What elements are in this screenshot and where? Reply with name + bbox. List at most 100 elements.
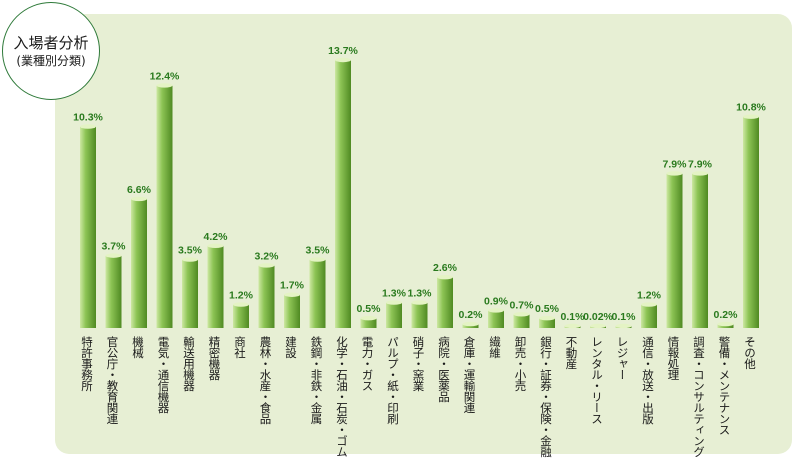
category-label-9: 鉄鋼・非鉄・金属 (310, 335, 324, 425)
value-label-14: 2.6% (433, 262, 458, 274)
value-label-0: 10.3% (73, 112, 103, 124)
category-label-2: 機械 (131, 335, 145, 359)
bar-cap-26 (743, 114, 759, 119)
value-label-16: 0.9% (484, 295, 509, 307)
bar-12 (386, 302, 402, 328)
value-label-13: 1.3% (408, 288, 433, 300)
bar-17 (513, 314, 530, 328)
value-label-12: 1.3% (382, 288, 407, 300)
bar-cap-4 (182, 257, 198, 262)
value-label-10: 13.7% (328, 45, 358, 57)
bar-cap-14 (437, 274, 453, 280)
value-label-2: 6.6% (127, 184, 152, 196)
category-label-8: 建設 (284, 335, 298, 358)
bar-cap-10 (335, 57, 351, 63)
category-label-22: 通信・放送・出版 (641, 336, 655, 425)
chart-subtitle: (業種別分類) (16, 54, 86, 68)
value-label-19: 0.1% (561, 311, 586, 323)
bar-cap-5 (207, 243, 224, 249)
category-label-14: 病院・医薬品 (437, 335, 451, 402)
category-label-20: レンタル・リース (590, 336, 604, 424)
bar-cap-24 (692, 171, 708, 176)
category-label-12: パルプ・紙・印刷 (386, 336, 400, 424)
category-label-19: 不動産 (565, 336, 579, 370)
category-label-1: 官公庁・教育関連 (106, 335, 120, 424)
category-label-26: その他 (743, 336, 757, 369)
bar-cap-9 (309, 257, 326, 262)
bar-4 (182, 259, 198, 328)
bar-cap-22 (641, 302, 657, 307)
value-label-18: 0.5% (535, 303, 560, 315)
value-label-6: 1.2% (229, 290, 254, 302)
value-label-24: 7.9% (688, 158, 713, 170)
category-label-25: 警備・メンテナンス (718, 335, 732, 435)
category-label-13: 硝子・窯業 (412, 336, 426, 391)
value-label-22: 1.2% (637, 290, 662, 302)
value-label-9: 3.5% (306, 245, 331, 257)
value-label-7: 3.2% (255, 250, 280, 262)
category-label-5: 精密機器 (208, 336, 222, 381)
bar-2 (131, 198, 147, 328)
bar-cap-25 (717, 321, 734, 327)
category-label-16: 繊維 (488, 336, 502, 358)
value-label-17: 0.7% (510, 299, 535, 311)
bar-cap-23 (666, 171, 683, 176)
category-label-15: 倉庫・運輸関連 (463, 335, 477, 413)
bar-0 (80, 126, 96, 328)
chart-title: 入場者分析 (13, 34, 89, 52)
value-label-11: 0.5% (357, 303, 382, 315)
bar-cap-8 (284, 292, 300, 297)
category-label-0: 特許事務所 (80, 335, 94, 392)
value-label-26: 10.8% (736, 102, 766, 114)
bar-cap-3 (156, 83, 173, 88)
bar-9 (309, 259, 326, 328)
category-label-24: 調査・コンサルティング (692, 335, 706, 457)
value-label-8: 1.7% (280, 280, 305, 292)
value-label-20: 0.02% (583, 311, 613, 323)
bar-cap-18 (539, 316, 555, 321)
bar-7 (258, 265, 275, 328)
bar-18 (539, 318, 555, 328)
bar-cap-1 (105, 253, 122, 258)
bar-cap-2 (131, 196, 147, 202)
bar-cap-19 (564, 323, 581, 329)
value-label-1: 3.7% (102, 241, 127, 253)
bar-24 (692, 173, 708, 328)
bar-cap-0 (80, 124, 96, 129)
bar-8 (284, 294, 300, 328)
category-label-6: 商社 (233, 335, 247, 359)
bar-10 (335, 60, 351, 328)
category-label-17: 卸売・小売 (514, 335, 528, 392)
category-label-10: 化学・石油・石炭・ゴム (335, 335, 349, 457)
bar-cap-16 (488, 308, 504, 313)
bar-cap-11 (360, 316, 377, 321)
bar-cap-7 (258, 263, 275, 268)
category-label-4: 輸送用機器 (182, 335, 196, 392)
category-label-7: 農林・水産・食品 (259, 335, 273, 424)
category-label-21: レジャー (616, 336, 630, 380)
bar-13 (411, 302, 428, 328)
bar-cap-17 (513, 312, 530, 317)
bar-6 (233, 304, 249, 328)
value-label-4: 3.5% (178, 245, 203, 257)
bar-cap-6 (233, 302, 249, 307)
value-label-3: 12.4% (150, 70, 180, 82)
bar-22 (641, 304, 657, 328)
bar-cap-13 (411, 300, 428, 305)
value-label-15: 0.2% (459, 309, 484, 321)
bar-5 (207, 245, 224, 328)
bar-1 (105, 255, 122, 328)
value-label-21: 0.1% (612, 311, 637, 323)
bar-cap-21 (615, 323, 632, 329)
category-label-18: 銀行・証券・保険・金融 (539, 335, 553, 458)
value-label-5: 4.2% (204, 231, 229, 243)
bar-26 (743, 116, 759, 329)
bar-11 (360, 318, 377, 328)
bar-cap-20 (590, 323, 606, 329)
category-label-11: 電力・ガス (361, 336, 375, 391)
value-label-23: 7.9% (663, 158, 688, 170)
category-label-23: 情報処理 (667, 336, 681, 380)
bar-16 (488, 310, 504, 328)
bar-cap-12 (386, 300, 402, 305)
